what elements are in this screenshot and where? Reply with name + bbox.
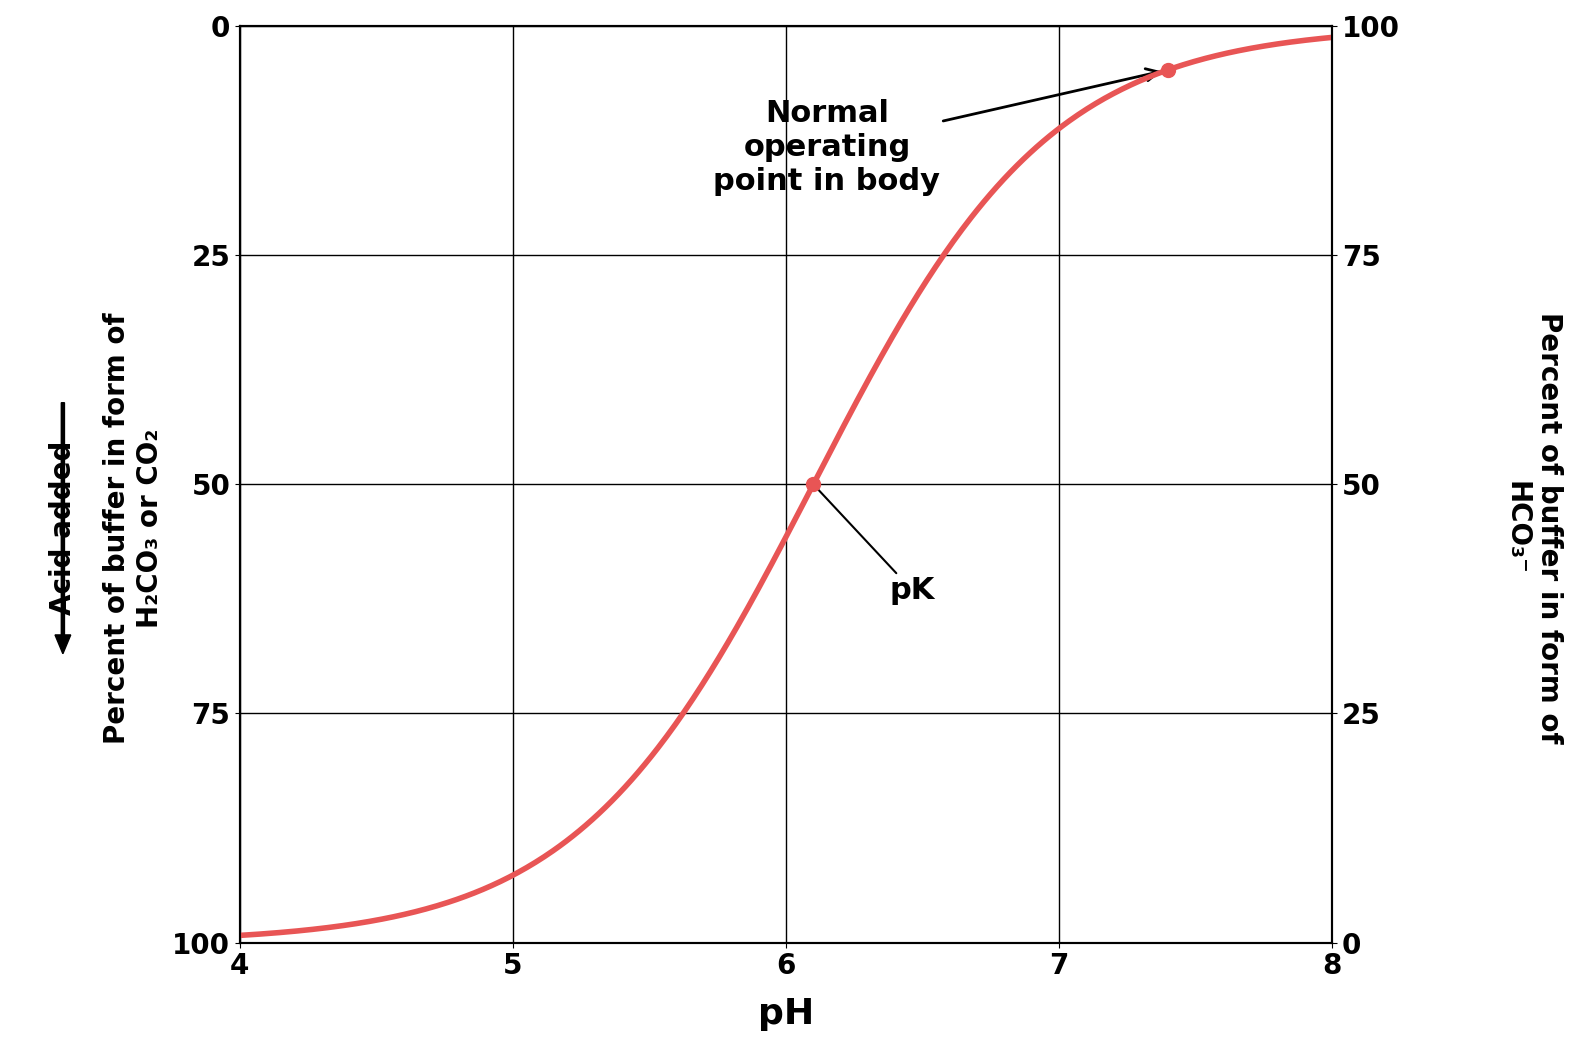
X-axis label: pH: pH	[758, 997, 814, 1031]
Text: Percent of buffer in form of
H₂CO₃ or CO₂: Percent of buffer in form of H₂CO₃ or CO…	[104, 313, 163, 744]
Text: pK: pK	[813, 484, 935, 605]
Text: Normal
operating
point in body: Normal operating point in body	[714, 69, 1159, 196]
Text: Percent of buffer in form of
HCO₃⁻: Percent of buffer in form of HCO₃⁻	[1503, 313, 1563, 744]
Text: Acid added: Acid added	[49, 441, 77, 615]
